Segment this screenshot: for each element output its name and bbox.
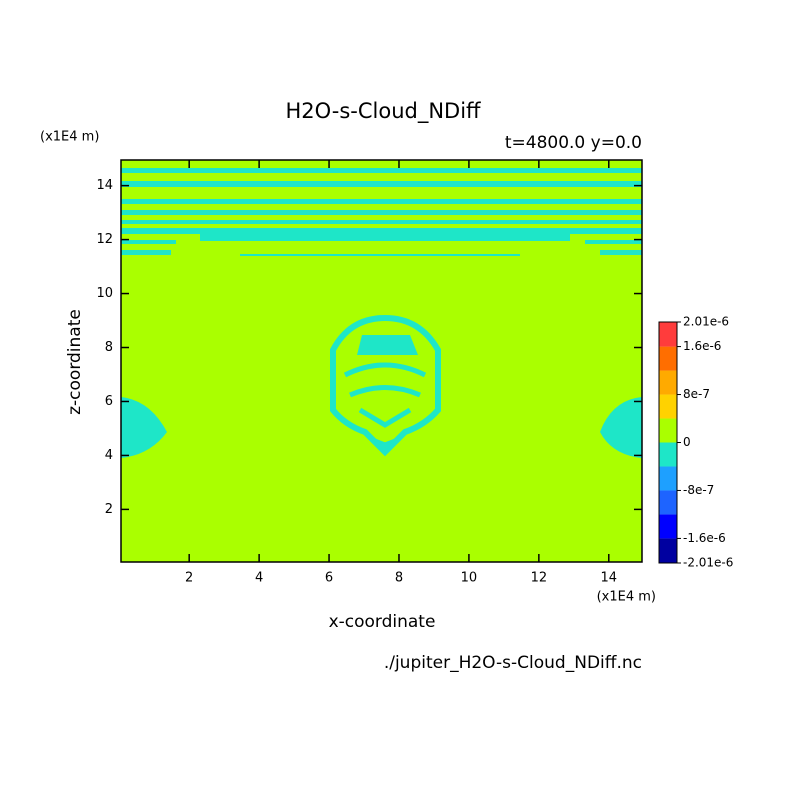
x-tick-label: 14: [601, 571, 618, 586]
contour-region: [585, 240, 642, 244]
contour-region: [121, 240, 176, 244]
chart-subtitle: t=4800.0 y=0.0: [505, 133, 642, 153]
contour-region: [121, 168, 642, 173]
contour-region: [121, 199, 642, 204]
colorbar-band: [659, 394, 677, 419]
contour-region: [240, 254, 520, 256]
x-tick-label: 12: [531, 571, 548, 586]
contour-region: [121, 210, 642, 215]
x-axis-label: x-coordinate: [329, 612, 436, 632]
contour-region: [121, 397, 167, 458]
x-tick-label: 8: [395, 571, 403, 586]
colorbar-label: -8e-7: [683, 483, 714, 497]
x-tick-label: 2: [185, 571, 193, 586]
y-tick-label: 6: [105, 394, 113, 409]
colorbar-band: [659, 490, 677, 515]
footer: ./jupiter_H2O-s-Cloud_NDiff.nc: [384, 653, 642, 673]
contour-region: [121, 220, 642, 224]
contour-region: [357, 335, 418, 355]
contour-region: [600, 250, 642, 255]
chart-title: H2O-s-Cloud_NDiff: [285, 99, 481, 124]
plot-frame: [120, 159, 643, 563]
y-tick-label: 2: [105, 502, 113, 517]
colorbar-label: 1.6e-6: [683, 339, 721, 353]
y-tick-label: 10: [96, 286, 113, 301]
y-tick-label: 14: [96, 178, 113, 193]
x-tick-label: 4: [255, 571, 263, 586]
contour-region: [121, 160, 642, 562]
contour-region: [600, 397, 642, 458]
colorbar-band: [659, 466, 677, 491]
colorbar-band: [659, 442, 677, 467]
colorbar-band: [659, 418, 677, 443]
colorbar-label: 8e-7: [683, 387, 710, 401]
colorbar-label: -1.6e-6: [683, 531, 726, 545]
x-tick-label: 10: [461, 571, 478, 586]
contour-region: [121, 228, 642, 234]
colorbar-band: [659, 538, 677, 563]
contour-region: [330, 314, 441, 457]
colorbar-band: [659, 322, 677, 347]
colorbar-label: 0: [683, 435, 691, 449]
contour-region: [121, 250, 171, 255]
y-unit: (x1E4 m): [40, 130, 99, 145]
colorbar-band: [659, 514, 677, 539]
y-tick-label: 12: [96, 232, 113, 247]
colorbar-band: [659, 370, 677, 395]
colorbar-band: [659, 346, 677, 371]
contour-region: [121, 181, 642, 187]
y-tick-label: 4: [105, 448, 113, 463]
colorbar-label: -2.01e-6: [683, 556, 733, 570]
x-tick-label: 6: [325, 571, 333, 586]
contour-region: [200, 234, 570, 241]
x-unit: (x1E4 m): [597, 590, 656, 605]
y-axis-label: z-coordinate: [65, 309, 85, 415]
contour-group: [121, 168, 642, 458]
y-tick-label: 8: [105, 340, 113, 355]
contour-region: [343, 362, 427, 448]
colorbar-label: 2.01e-6: [683, 315, 729, 329]
